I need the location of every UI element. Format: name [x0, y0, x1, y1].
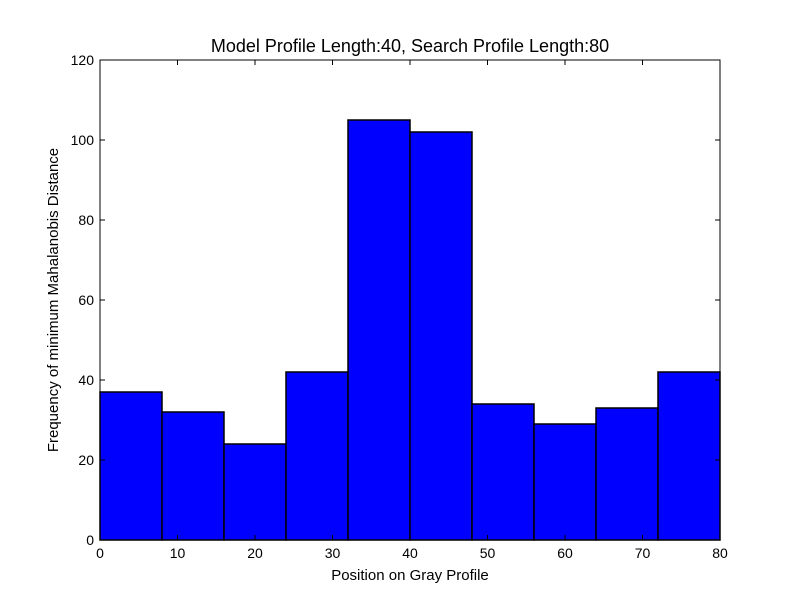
histogram-bar-6 [471, 403, 535, 541]
y-axis-label: Frequency of minimum Mahalanobis Distanc… [45, 148, 62, 452]
histogram-bar-9 [657, 371, 721, 541]
histogram-bar-4 [347, 119, 411, 541]
x-tick-label-4: 40 [402, 545, 418, 561]
chart-title: Model Profile Length:40, Search Profile … [211, 36, 609, 56]
histogram-bar-7 [533, 423, 597, 541]
x-tick-label-3: 30 [325, 545, 341, 561]
y-tick-label-4: 80 [78, 212, 94, 228]
histogram-bar-5 [409, 131, 473, 541]
x-tick-label-8: 80 [712, 545, 728, 561]
x-axis-ticks: 0 10 20 30 40 50 60 70 80 [96, 60, 728, 561]
y-tick-label-6: 120 [71, 52, 95, 68]
y-axis-ticks: 0 20 40 60 80 100 120 [71, 52, 720, 548]
x-tick-label-6: 60 [557, 545, 573, 561]
histogram-bar-2 [223, 443, 287, 541]
x-tick-label-0: 0 [96, 545, 104, 561]
y-tick-label-3: 60 [78, 292, 94, 308]
x-tick-label-1: 10 [170, 545, 186, 561]
bars-group [99, 119, 721, 541]
histogram-bar-8 [595, 407, 659, 541]
histogram-bar-1 [161, 411, 225, 541]
y-tick-label-1: 20 [78, 452, 94, 468]
y-tick-label-2: 40 [78, 372, 94, 388]
y-tick-label-5: 100 [71, 132, 95, 148]
x-axis-label: Position on Gray Profile [331, 567, 489, 584]
histogram-bar-3 [285, 371, 349, 541]
y-tick-label-0: 0 [86, 532, 94, 548]
x-tick-label-5: 50 [480, 545, 496, 561]
histogram-bar-0 [99, 391, 163, 541]
x-tick-label-7: 70 [635, 545, 651, 561]
x-tick-label-2: 20 [247, 545, 263, 561]
